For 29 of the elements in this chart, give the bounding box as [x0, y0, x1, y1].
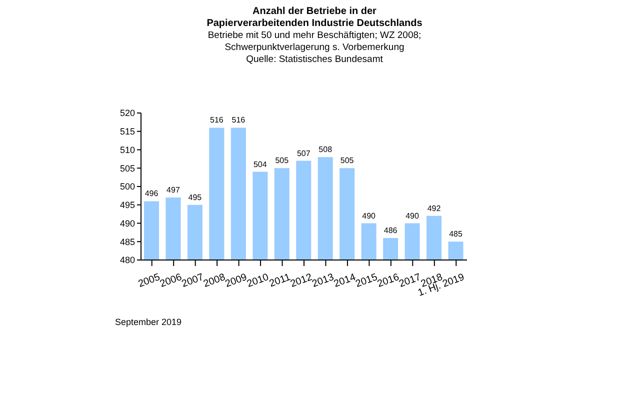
data-label: 507	[296, 148, 311, 158]
data-label: 495	[188, 192, 202, 202]
y-tick-label: 510	[120, 144, 135, 155]
text: September 2019	[115, 317, 182, 327]
data-label: 504	[253, 160, 268, 169]
data-label: 505	[275, 156, 290, 166]
x-tick-label: 2010	[246, 272, 271, 290]
y-tick-label: 495	[120, 200, 135, 210]
data-label: 496	[144, 189, 159, 198]
y-tick-label: 515	[120, 126, 135, 137]
chart-title: Anzahl der Betriebe in der Papierverarbeitenden Industrie Deutschlands	[206, 6, 424, 30]
data-label: 497	[166, 186, 180, 195]
y-tick-label: 480	[120, 255, 135, 266]
data-label: 485	[449, 230, 463, 239]
chart-subtitle: Betriebe mit 50 und mehr Beschäftigten; WZ 2008; Schwerpunktverlagerung s. Vorbemerkung	[206, 30, 422, 54]
source-note: Quelle: Statistisches Bundesamt	[245, 54, 384, 65]
data-label: 505	[340, 156, 354, 166]
data-label: 490	[362, 211, 376, 220]
data-label: 508	[318, 145, 333, 154]
y-tick-label: 485	[120, 236, 135, 247]
data-label: 486	[384, 226, 398, 235]
y-tick-label: 500	[120, 182, 135, 192]
data-label: 516	[232, 116, 246, 125]
y-tick-label: 505	[120, 163, 135, 174]
data-label: 490	[406, 211, 420, 220]
y-tick-label: 490	[120, 218, 135, 228]
data-label: 516	[210, 116, 224, 125]
y-tick-label: 520	[120, 108, 135, 118]
data-label: 492	[427, 204, 442, 213]
